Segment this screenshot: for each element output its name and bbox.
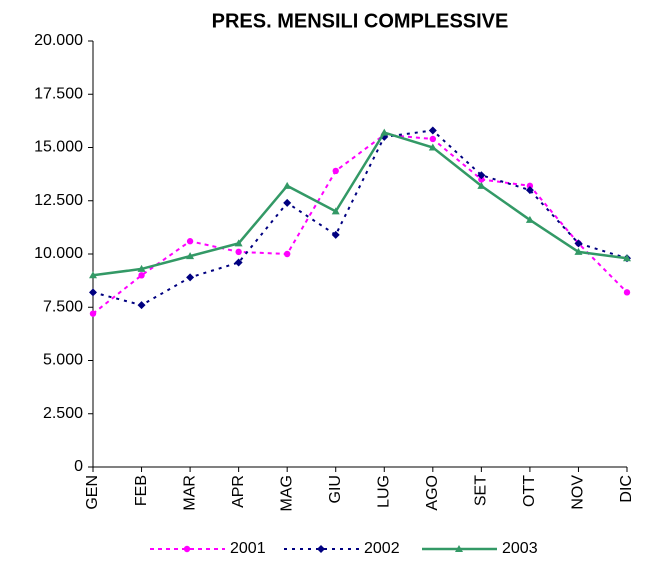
marker — [186, 273, 195, 282]
legend-label: 2001 — [230, 540, 266, 557]
legend-label: 2003 — [502, 540, 538, 557]
legend-label: 2002 — [364, 540, 400, 557]
marker — [574, 247, 583, 255]
x-tick-label: OTT — [521, 475, 538, 507]
marker — [283, 250, 291, 258]
x-tick-label: AGO — [424, 475, 441, 511]
marker — [477, 171, 486, 180]
marker — [623, 289, 631, 296]
marker — [186, 252, 195, 260]
marker — [138, 272, 145, 279]
marker — [477, 181, 486, 189]
y-tick-label: 17.500 — [34, 85, 83, 102]
marker — [428, 143, 437, 151]
y-tick-label: 2.500 — [43, 405, 83, 422]
marker — [234, 258, 243, 267]
y-tick-label: 10.000 — [34, 245, 83, 262]
series-line — [92, 129, 628, 307]
marker — [623, 254, 631, 262]
marker — [428, 126, 437, 135]
x-tick-label: MAR — [181, 475, 198, 511]
x-tick-label: FEB — [133, 475, 150, 506]
series-line — [92, 131, 628, 277]
marker — [137, 301, 146, 310]
chart-title: PRES. MENSILI COMPLESSIVE — [212, 10, 509, 32]
y-tick-label: 0 — [74, 458, 83, 475]
marker — [380, 128, 389, 136]
y-tick-label: 5.000 — [43, 352, 83, 369]
marker — [234, 239, 243, 247]
marker — [137, 264, 146, 272]
marker — [235, 248, 242, 256]
marker — [317, 545, 325, 553]
y-tick-label: 20.000 — [34, 32, 83, 49]
x-tick-label: NOV — [570, 475, 587, 510]
marker — [89, 288, 97, 297]
y-tick-label: 15.000 — [34, 139, 83, 156]
marker — [574, 239, 583, 248]
marker — [525, 215, 534, 223]
series-line — [92, 133, 628, 315]
marker — [186, 238, 194, 245]
marker — [526, 182, 534, 190]
y-tick-label: 7.500 — [43, 298, 83, 315]
marker — [429, 135, 437, 143]
y-tick-label: 12.500 — [34, 192, 83, 209]
marker — [89, 271, 97, 279]
x-tick-label: LUG — [375, 475, 392, 508]
marker — [478, 176, 485, 183]
marker — [89, 310, 97, 317]
x-tick-label: GEN — [84, 475, 101, 510]
marker — [283, 198, 292, 207]
marker — [455, 545, 463, 552]
marker — [331, 230, 340, 239]
x-tick-label: GIU — [327, 475, 344, 503]
marker — [331, 207, 340, 215]
x-tick-label: APR — [230, 475, 247, 508]
marker — [183, 545, 191, 553]
x-tick-label: MAG — [278, 475, 295, 511]
marker — [525, 186, 534, 195]
x-tick-label: SET — [473, 475, 490, 506]
marker — [332, 167, 339, 175]
x-tick-label: DIC — [618, 475, 635, 503]
marker — [283, 181, 292, 189]
